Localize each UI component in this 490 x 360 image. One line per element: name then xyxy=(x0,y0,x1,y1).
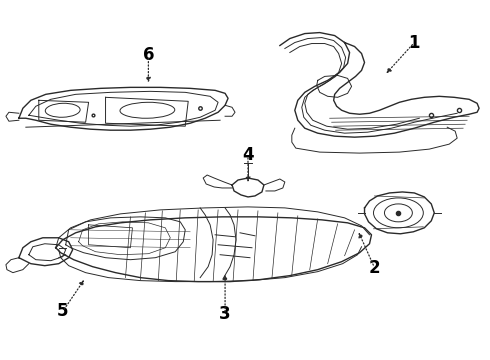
Text: 5: 5 xyxy=(57,302,69,320)
Text: 2: 2 xyxy=(368,259,380,277)
Text: 6: 6 xyxy=(143,46,154,64)
Text: 1: 1 xyxy=(409,33,420,51)
Text: 3: 3 xyxy=(219,306,231,324)
Text: 4: 4 xyxy=(242,146,254,164)
